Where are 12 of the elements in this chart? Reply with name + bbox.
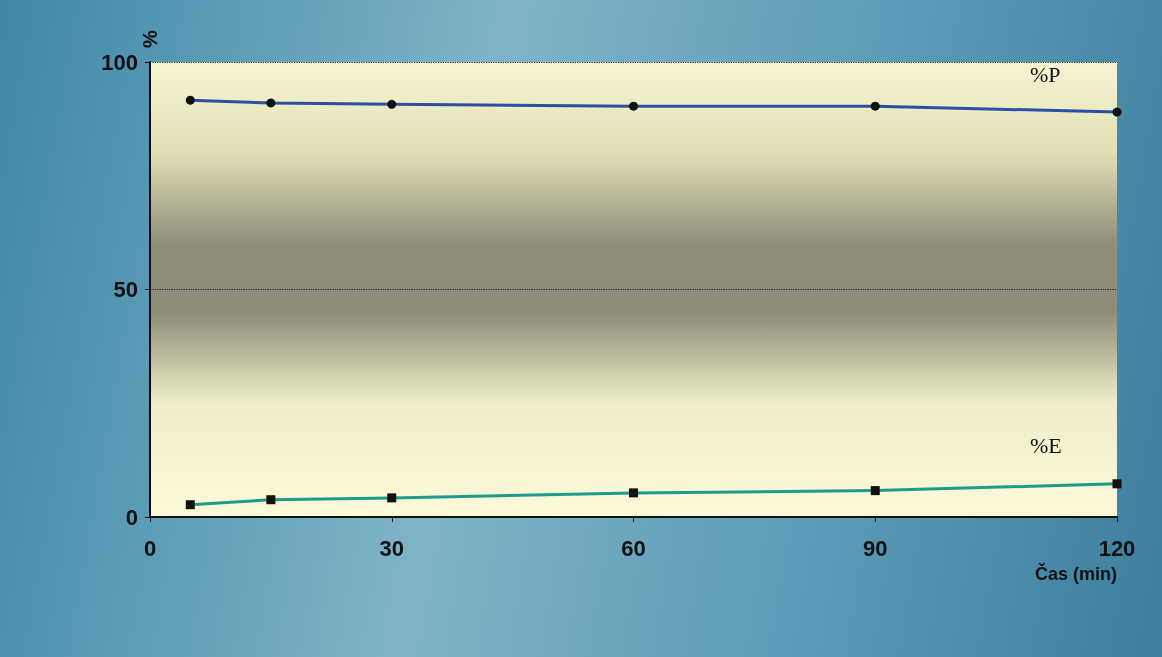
y-tick-label: 0 bbox=[125, 504, 138, 530]
y-tick-label: 50 bbox=[113, 277, 138, 302]
x-axis-title: Čas (min) bbox=[1034, 563, 1117, 584]
x-tick-label: 30 bbox=[379, 535, 404, 561]
y-axis-title: % bbox=[139, 30, 161, 49]
x-tick-label: 60 bbox=[621, 535, 646, 561]
x-tick-label: 0 bbox=[143, 535, 157, 561]
series-label: %E bbox=[1030, 433, 1062, 459]
x-tick-label: 120 bbox=[1098, 535, 1136, 561]
y-tick-label: 100 bbox=[101, 49, 138, 75]
x-tick-label: 90 bbox=[863, 535, 888, 561]
series-label: %P bbox=[1030, 61, 1061, 87]
